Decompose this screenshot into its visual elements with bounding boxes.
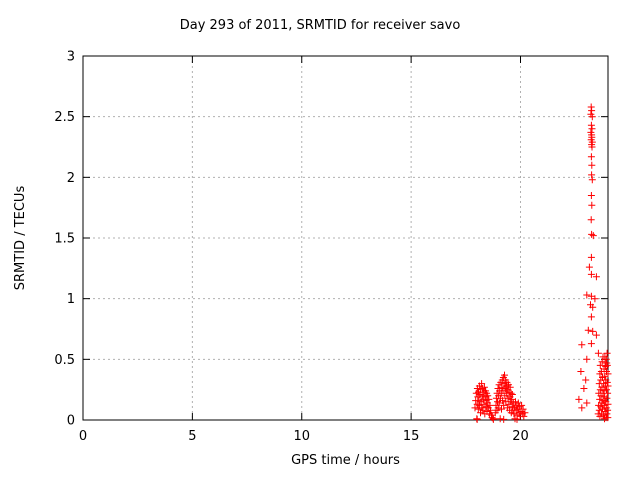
- y-tick-label: 3: [67, 50, 75, 65]
- chart-title: Day 293 of 2011, SRMTID for receiver sav…: [179, 18, 461, 33]
- x-tick-label: 0: [79, 429, 87, 444]
- x-tick-label: 10: [293, 429, 310, 444]
- y-tick-label: 2: [67, 171, 75, 186]
- scatter-points-srmtid-savo: [471, 103, 612, 423]
- x-tick-label: 20: [512, 429, 529, 444]
- x-tick-label: 5: [188, 429, 196, 444]
- y-tick-label: 0: [67, 414, 75, 429]
- y-tick-label: 1.5: [54, 232, 75, 247]
- y-tick-label: 0.5: [54, 353, 75, 368]
- x-tick-label: 15: [403, 429, 420, 444]
- y-tick-label: 1: [67, 292, 75, 307]
- x-axis-label: GPS time / hours: [291, 453, 400, 468]
- y-tick-label: 2.5: [54, 110, 75, 125]
